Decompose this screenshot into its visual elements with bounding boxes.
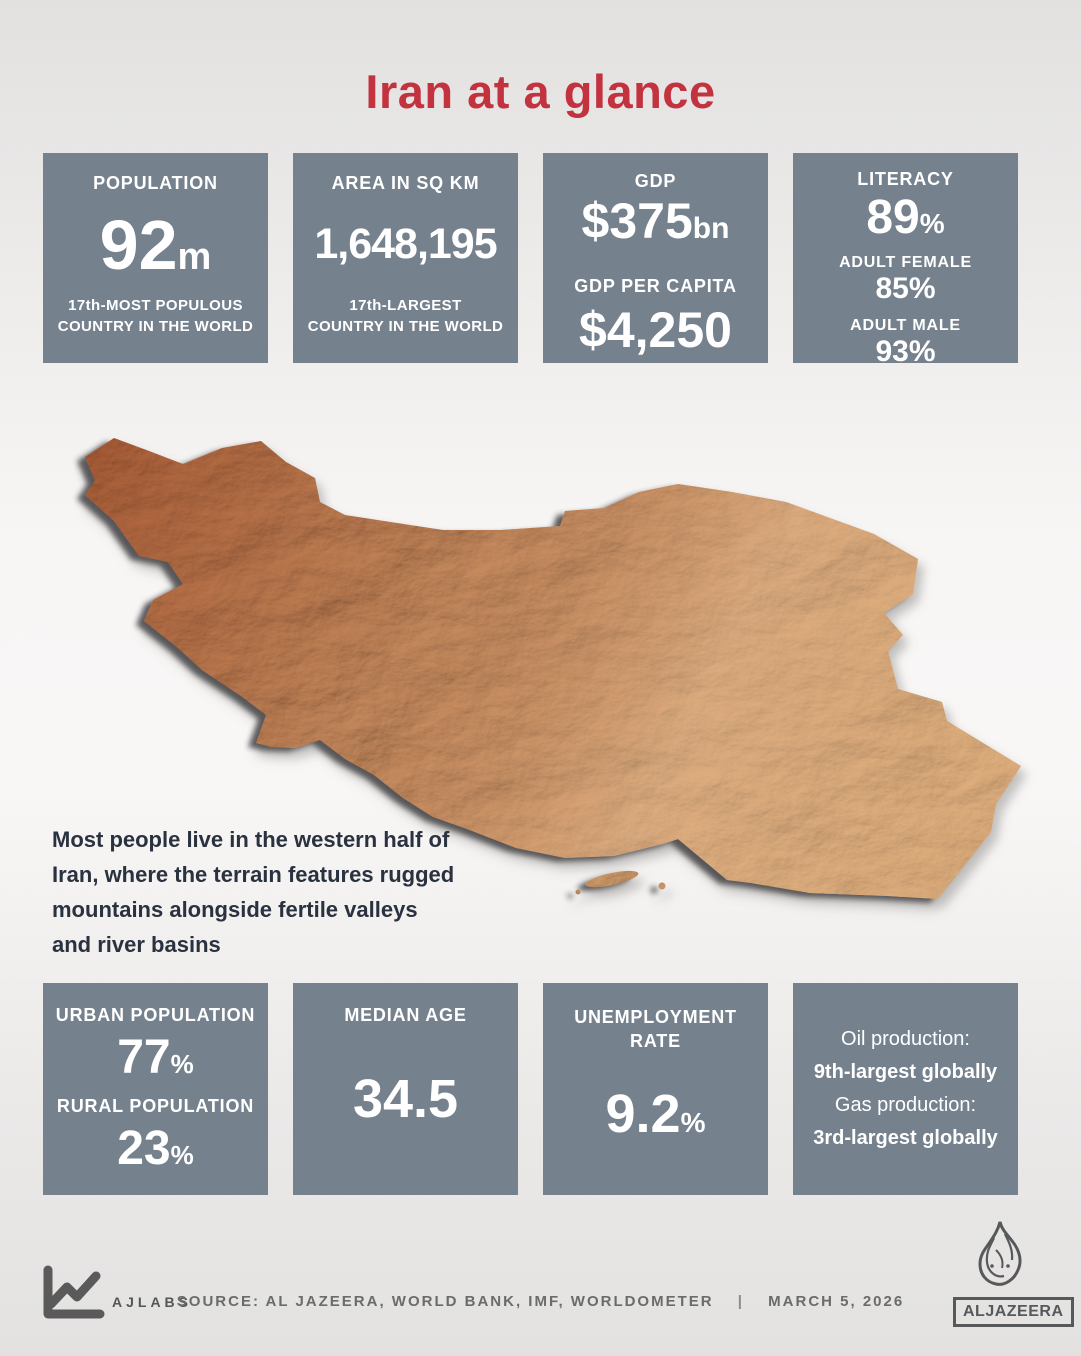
- median-age-box: MEDIAN AGE 34.5: [293, 983, 518, 1195]
- energy-box: Oil production: 9th-largest globally Gas…: [793, 983, 1018, 1195]
- date-text: MARCH 5, 2026: [768, 1293, 905, 1310]
- ajlabs-label: AJLABS: [112, 1294, 193, 1310]
- ajlabs-logo: AJLABS: [36, 1262, 192, 1324]
- gdp-label: GDP: [634, 171, 677, 191]
- gdp-value: $375bn: [581, 193, 730, 249]
- median-age-label: MEDIAN AGE: [344, 1005, 467, 1025]
- gdp-unit: bn: [692, 212, 730, 245]
- literacy-female-label: ADULT FEMALE: [839, 254, 972, 271]
- population-value: 92m: [99, 205, 212, 284]
- urban-rural-box: URBAN POPULATION 77% RURAL POPULATION 23…: [43, 983, 268, 1195]
- population-box: POPULATION 92m 17th-MOST POPULOUS COUNTR…: [43, 153, 268, 363]
- source-line: SOURCE: AL JAZEERA, WORLD BANK, IMF, WOR…: [0, 1293, 1081, 1310]
- unemployment-value: 9.2%: [605, 1084, 706, 1144]
- gas-production-rank: 3rd-largest globally: [813, 1127, 998, 1149]
- gdp-box: GDP $375bn GDP PER CAPITA $4,250: [543, 153, 768, 363]
- rural-population-value: 23%: [117, 1122, 194, 1175]
- literacy-unit: %: [919, 208, 945, 239]
- literacy-male-label: ADULT MALE: [850, 317, 961, 334]
- population-unit: m: [177, 235, 212, 278]
- literacy-box: LITERACY 89% ADULT FEMALE 85% ADULT MALE…: [793, 153, 1018, 368]
- source-divider: |: [737, 1293, 744, 1310]
- unemployment-box: UNEMPLOYMENT RATE 9.2%: [543, 983, 768, 1195]
- population-rank: 17th-MOST POPULOUS COUNTRY IN THE WORLD: [57, 297, 254, 335]
- gdp-per-capita-value: $4,250: [579, 302, 732, 358]
- area-label: AREA IN SQ KM: [331, 173, 480, 193]
- literacy-female-value: 85%: [875, 272, 936, 305]
- area-rank: 17th-LARGEST COUNTRY IN THE WORLD: [307, 297, 504, 335]
- median-age-value: 34.5: [352, 1069, 459, 1129]
- unemployment-label: UNEMPLOYMENT RATE: [574, 1007, 737, 1051]
- aljazeera-flame-icon: [978, 1221, 1022, 1286]
- area-value: 1,648,195: [314, 220, 497, 268]
- oil-production-label: Oil production:: [841, 1028, 970, 1050]
- literacy-male-value: 93%: [875, 335, 936, 368]
- page-title: Iran at a glance: [365, 65, 716, 118]
- area-box: AREA IN SQ KM 1,648,195 17th-LARGEST COU…: [293, 153, 518, 363]
- oil-production-rank: 9th-largest globally: [813, 1061, 998, 1083]
- gdp-per-capita-label: GDP PER CAPITA: [574, 276, 737, 296]
- gas-production-label: Gas production:: [834, 1094, 977, 1116]
- source-text: SOURCE: AL JAZEERA, WORLD BANK, IMF, WOR…: [176, 1293, 714, 1310]
- literacy-value: 89%: [866, 191, 945, 244]
- rural-population-label: RURAL POPULATION: [56, 1096, 255, 1116]
- ajlabs-chart-icon: [43, 1265, 105, 1319]
- urban-population-label: URBAN POPULATION: [55, 1005, 256, 1025]
- urban-population-value: 77%: [117, 1031, 194, 1084]
- map-caption: Most people live in the western half of …: [52, 827, 455, 957]
- literacy-label: LITERACY: [857, 169, 954, 189]
- aljazeera-logo: ALJAZEERA: [953, 1220, 1074, 1327]
- population-label: POPULATION: [93, 173, 218, 193]
- aljazeera-wordmark: ALJAZEERA: [953, 1297, 1074, 1327]
